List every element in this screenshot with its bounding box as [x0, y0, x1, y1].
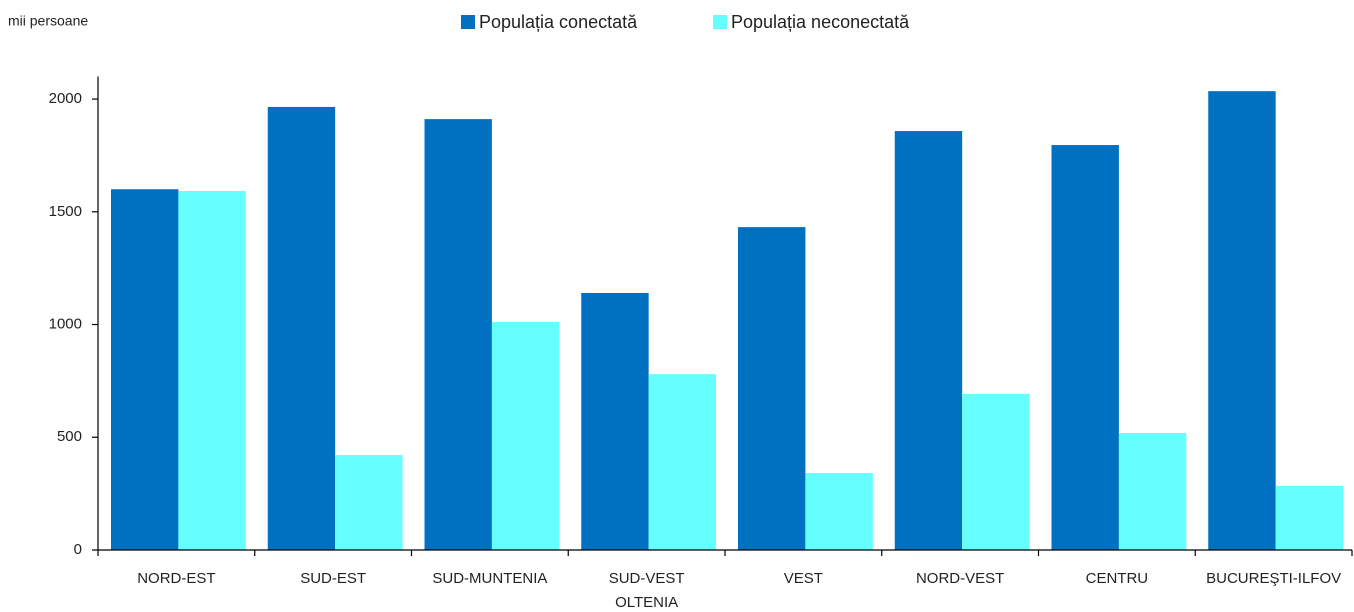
bar: [738, 227, 806, 550]
bar: [962, 393, 1030, 550]
legend-label: Populația neconectată: [731, 12, 910, 32]
legend-label: Populația conectată: [479, 12, 638, 32]
bar: [1118, 432, 1187, 550]
bar: [1208, 91, 1276, 551]
x-tick-label: BUCUREŞTI-ILFOV: [1206, 570, 1341, 587]
y-tick-label: 1000: [49, 315, 82, 332]
bar: [581, 292, 649, 550]
bar: [894, 131, 963, 550]
bar: [648, 374, 717, 550]
y-tick-label: 500: [57, 428, 82, 445]
legend-swatch: [461, 15, 475, 29]
bar: [491, 322, 560, 550]
bar: [424, 119, 492, 551]
x-tick-label: NORD-VEST: [916, 570, 1004, 587]
x-tick-label: VEST: [784, 570, 823, 587]
bar: [335, 455, 403, 550]
x-tick-label: NORD-EST: [137, 570, 215, 587]
y-tick-label: 1500: [49, 203, 82, 220]
x-tick-label: SUD-MUNTENIA: [432, 570, 547, 587]
y-unit-label: mii persoane: [8, 13, 88, 29]
y-tick-label: 0: [74, 541, 82, 558]
x-tick-label: CENTRU: [1086, 570, 1149, 587]
x-tick-label: SUD-EST: [300, 570, 366, 587]
bar: [267, 106, 336, 551]
bar: [805, 473, 873, 550]
x-tick-label: SUD-VEST OLTENIA: [609, 570, 685, 611]
bar: [1051, 145, 1119, 550]
bar: [111, 189, 179, 550]
bar: [178, 191, 246, 550]
bar: [1275, 485, 1344, 550]
legend-swatch: [713, 15, 727, 29]
y-tick-label: 2000: [49, 90, 82, 107]
